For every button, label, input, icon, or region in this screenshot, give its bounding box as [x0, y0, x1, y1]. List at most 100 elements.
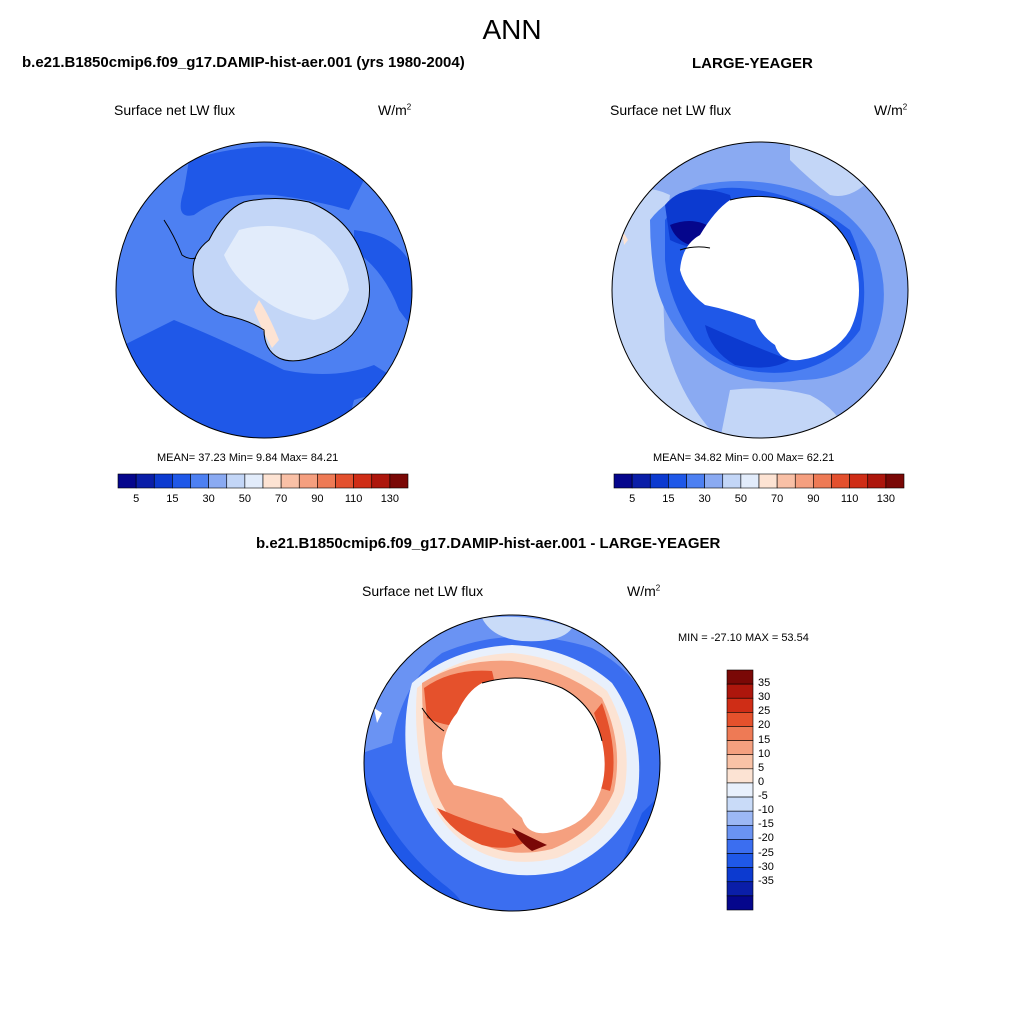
left-colorbar-swatch — [298, 473, 318, 489]
diff-colorbar-ticks: 35 30 25 20 15 10 5 0 -5 -10 -15 -20 -25 -30 -35 — [758, 670, 798, 910]
left-colorbar-swatch — [117, 473, 137, 489]
diff-colorbar-swatch — [726, 683, 754, 699]
diff-colorbar-swatch — [726, 726, 754, 741]
diff-colorbar-tick-label: 25 — [758, 705, 771, 718]
right-colorbar-tick-label: 70 — [771, 493, 784, 505]
left-colorbar-tick-label: 15 — [166, 493, 179, 505]
diff-colorbar-tick-label: -25 — [758, 846, 774, 859]
right-colorbar-swatch — [831, 473, 850, 489]
diff-colorbar-swatch — [726, 754, 754, 770]
left-colorbar-ticks: 5 15 30 50 70 90 110 130 — [118, 493, 408, 507]
left-colorbar-swatch — [335, 473, 354, 489]
right-colorbar — [613, 473, 905, 489]
diff-colorbar-swatch — [726, 712, 754, 727]
right-colorbar-swatch — [867, 473, 887, 489]
right-colorbar-swatch — [613, 473, 633, 489]
left-colorbar-tick-label: 90 — [311, 493, 324, 505]
diff-colorbar-swatch — [726, 867, 754, 883]
left-colorbar-swatch — [208, 473, 228, 489]
left-colorbar-swatch — [172, 473, 191, 489]
diff-colorbar-tick-label: 5 — [758, 761, 765, 774]
diff-colorbar-tick-label: -20 — [758, 832, 774, 845]
left-panel-title: b.e21.B1850cmip6.f09_g17.DAMIP-hist-aer.… — [22, 54, 465, 71]
diff-colorbar-swatch — [726, 853, 754, 868]
left-polar-map — [115, 141, 413, 439]
right-colorbar-swatch — [758, 473, 778, 489]
diff-colorbar-tick-label: -5 — [758, 790, 768, 803]
diff-colorbar-tick-label: 0 — [758, 775, 765, 788]
right-colorbar-swatch — [704, 473, 724, 489]
right-colorbar-swatch — [885, 473, 905, 489]
diff-colorbar-swatch — [726, 824, 754, 840]
left-colorbar-swatch — [190, 473, 209, 489]
diff-colorbar-swatch — [726, 895, 754, 911]
left-units-label: W/m2 — [378, 102, 412, 118]
left-colorbar-swatch — [371, 473, 391, 489]
left-colorbar-swatch — [153, 473, 173, 489]
right-panel-title: LARGE-YEAGER — [692, 55, 813, 72]
left-colorbar-swatch — [226, 473, 246, 489]
right-units-label: W/m2 — [874, 102, 908, 118]
right-stats: MEAN= 34.82 Min= 0.00 Max= 62.21 — [653, 452, 835, 464]
diff-colorbar-swatch — [726, 669, 754, 685]
left-field-label: Surface net LW flux — [114, 102, 236, 118]
right-colorbar-swatch — [776, 473, 796, 489]
left-colorbar-tick-label: 130 — [380, 493, 400, 505]
right-field-label: Surface net LW flux — [610, 102, 732, 118]
right-polar-map — [611, 141, 909, 439]
right-colorbar-swatch — [649, 473, 669, 489]
diff-colorbar-swatch — [726, 839, 754, 854]
left-colorbar-swatch — [135, 473, 155, 489]
diff-colorbar-tick-label: 10 — [758, 747, 771, 760]
right-colorbar-swatch — [631, 473, 651, 489]
diff-colorbar-swatch — [726, 810, 754, 826]
left-colorbar-swatch — [317, 473, 336, 489]
diff-colorbar-tick-label: -10 — [758, 804, 774, 817]
diff-colorbar-tick-label: 35 — [758, 677, 771, 690]
right-colorbar-swatch — [849, 473, 869, 489]
right-colorbar-swatch — [686, 473, 705, 489]
diff-colorbar-swatch — [726, 782, 754, 798]
left-colorbar-swatch — [353, 473, 373, 489]
right-colorbar-swatch — [813, 473, 832, 489]
diff-colorbar-swatch — [726, 768, 754, 784]
diff-colorbar-swatch — [726, 881, 754, 897]
left-stats: MEAN= 37.23 Min= 9.84 Max= 84.21 — [157, 452, 339, 464]
right-colorbar-tick-label: 50 — [734, 493, 747, 505]
diff-colorbar-tick-label: 20 — [758, 719, 771, 732]
diff-colorbar-swatch — [726, 796, 754, 812]
diff-panel-title: b.e21.B1850cmip6.f09_g17.DAMIP-hist-aer.… — [256, 535, 721, 552]
left-colorbar-tick-label: 5 — [133, 493, 140, 505]
right-colorbar-tick-label: 5 — [629, 493, 636, 505]
left-colorbar-tick-label: 70 — [275, 493, 288, 505]
diff-stats: MIN = -27.10 MAX = 53.54 — [678, 632, 809, 644]
diff-polar-map — [363, 614, 661, 912]
diff-colorbar-tick-label: -30 — [758, 860, 774, 873]
left-colorbar — [117, 473, 409, 489]
figure-title: ANN — [482, 14, 542, 45]
right-colorbar-tick-label: 15 — [662, 493, 675, 505]
right-colorbar-tick-label: 90 — [807, 493, 820, 505]
left-colorbar-tick-label: 50 — [238, 493, 251, 505]
right-colorbar-swatch — [740, 473, 760, 489]
right-colorbar-tick-label: 30 — [698, 493, 711, 505]
right-colorbar-tick-label: 110 — [840, 493, 859, 505]
right-colorbar-tick-label: 130 — [876, 493, 896, 505]
diff-colorbar-tick-label: 15 — [758, 733, 771, 746]
diff-colorbar-swatch — [726, 740, 754, 756]
left-colorbar-swatch — [262, 473, 282, 489]
right-colorbar-swatch — [794, 473, 814, 489]
diff-field-label: Surface net LW flux — [362, 583, 484, 599]
left-colorbar-swatch — [280, 473, 300, 489]
diff-colorbar — [726, 669, 754, 911]
right-colorbar-swatch — [722, 473, 742, 489]
diff-colorbar-tick-label: -15 — [758, 818, 774, 831]
left-colorbar-swatch — [244, 473, 264, 489]
left-colorbar-tick-label: 30 — [202, 493, 215, 505]
diff-colorbar-tick-label: -35 — [758, 874, 774, 887]
right-colorbar-ticks: 5 15 30 50 70 90 110 130 — [614, 493, 904, 507]
right-colorbar-swatch — [668, 473, 687, 489]
diff-colorbar-tick-label: 30 — [758, 691, 771, 704]
left-colorbar-tick-label: 110 — [344, 493, 363, 505]
diff-colorbar-swatch — [726, 697, 754, 713]
